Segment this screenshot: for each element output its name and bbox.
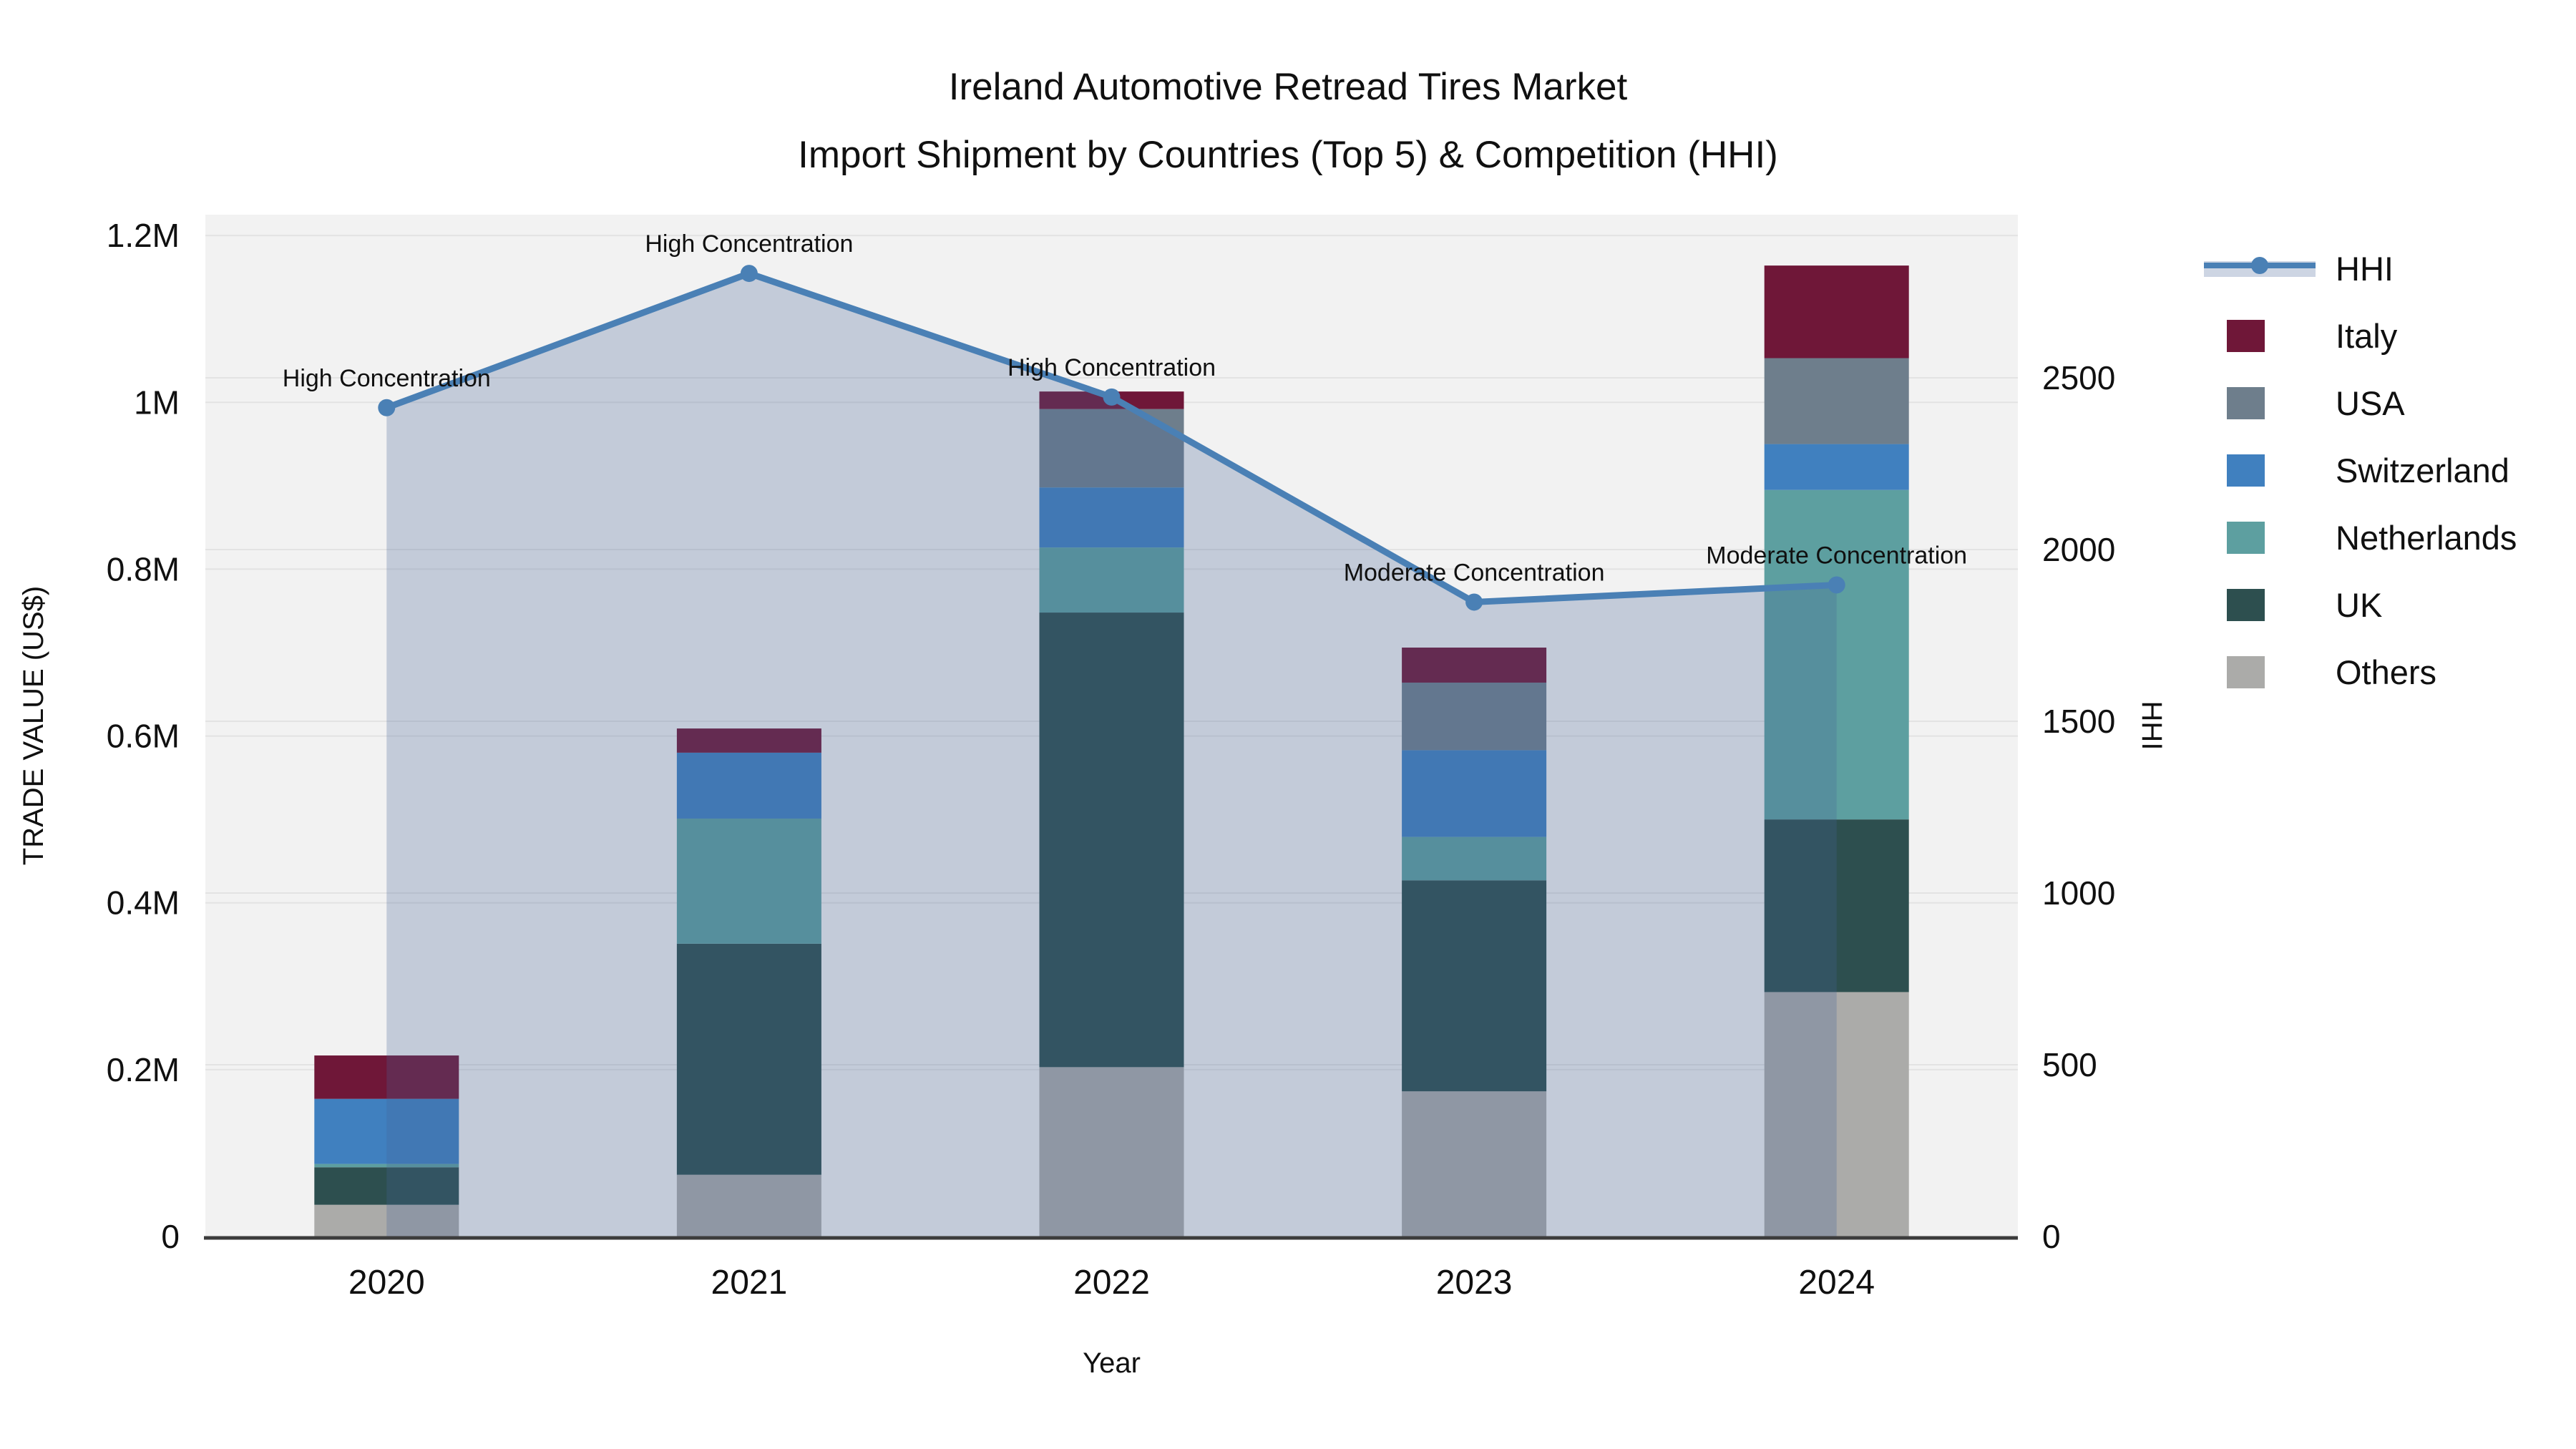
x-tick-2024: 2024 [1798,1264,1875,1302]
legend-item-hhi[interactable]: HHI [2202,235,2517,302]
bar-2021-Switzerland[interactable] [676,752,821,819]
bar-2023-Others[interactable] [1402,1091,1547,1236]
legend: HHI Italy USA Switzerland Netherlands UK Other… [2202,235,2517,706]
bar-2024-Netherlands[interactable] [1764,489,1909,820]
legend-swatch-icon-uk [2202,588,2336,621]
x-tick-2023: 2023 [1436,1264,1513,1302]
y-right-tick-2000: 2000 [2042,531,2115,568]
hhi-marker-2022[interactable] [1103,388,1121,406]
bar-2024-Switzerland[interactable] [1764,444,1909,490]
annotation-2022: High Concentration [1008,354,1216,381]
y-left-tick-0.6M: 0.6M [107,718,180,755]
x-axis-title: Year [1083,1347,1141,1379]
bar-2024-Others[interactable] [1764,992,1909,1236]
bar-2020-Switzerland[interactable] [314,1098,459,1164]
annotation-2024: Moderate Concentration [1706,542,1967,569]
chart-title: Ireland Automotive Retread Tires Market … [0,53,2576,189]
legend-swatch-uk [2227,588,2265,621]
y-left-tick-0.4M: 0.4M [107,884,180,922]
legend-swatch-netherlands [2227,521,2265,554]
hhi-marker-2020[interactable] [378,399,396,416]
y-right-tick-1500: 1500 [2042,703,2115,740]
x-tick-2022: 2022 [1073,1264,1150,1302]
bar-2023-Switzerland[interactable] [1402,750,1547,837]
chart-title-line2: Import Shipment by Countries (Top 5) & C… [798,134,1778,176]
legend-swatch-switzerland [2227,454,2265,487]
legend-swatch-icon-netherlands [2202,521,2336,554]
bar-2021-Others[interactable] [676,1174,821,1236]
legend-swatch-icon-italy [2202,319,2336,352]
hhi-marker-2024[interactable] [1828,576,1845,594]
bar-2021-Italy[interactable] [676,728,821,753]
legend-label-netherlands: Netherlands [2336,518,2517,557]
bar-2020-Italy[interactable] [314,1055,459,1099]
hhi-area-fill [386,273,1837,1237]
x-tick-2020: 2020 [348,1264,425,1302]
chart-title-line1: Ireland Automotive Retread Tires Market [948,66,1628,108]
bar-2020-Others[interactable] [314,1204,459,1236]
bar-2020-Netherlands[interactable] [314,1163,459,1168]
legend-label-others: Others [2336,653,2437,691]
legend-swatch-usa [2227,386,2265,419]
legend-label-italy: Italy [2336,316,2398,355]
hhi-marker-2023[interactable] [1465,593,1483,611]
legend-label-switzerland: Switzerland [2336,451,2509,489]
y-right-tick-2500: 2500 [2042,359,2115,396]
legend-swatch-others [2227,655,2265,688]
bar-2024-Italy[interactable] [1764,265,1909,358]
legend-swatch-icon-switzerland [2202,454,2336,487]
bar-2024-UK[interactable] [1764,819,1909,992]
y-left-tick-1.2M: 1.2M [107,217,180,254]
y-left-tick-0: 0 [161,1218,180,1255]
legend-label-hhi: HHI [2336,249,2394,288]
y-right-tick-1000: 1000 [2042,874,2115,912]
y-right-tick-500: 500 [2042,1046,2097,1083]
bar-2022-Switzerland[interactable] [1039,487,1184,548]
y-right-tick-0: 0 [2042,1218,2061,1255]
hhi-marker-2021[interactable] [740,265,758,283]
annotation-2023: Moderate Concentration [1344,559,1605,586]
x-tick-2021: 2021 [711,1264,788,1302]
y-left-axis-title: TRADE VALUE (US$) [18,586,49,865]
hhi-line-icon [2202,251,2336,286]
legend-swatch-icon-others [2202,655,2336,688]
y-right-axis-title: HHI [2136,701,2167,751]
bar-2023-Netherlands[interactable] [1402,836,1547,881]
legend-item-switzerland[interactable]: Switzerland [2202,436,2517,504]
bar-2023-Italy[interactable] [1402,648,1547,683]
legend-item-others[interactable]: Others [2202,638,2517,706]
bar-2021-UK[interactable] [676,943,821,1175]
bar-2021-Netherlands[interactable] [676,818,821,944]
bar-2022-Others[interactable] [1039,1067,1184,1236]
bar-2020-UK[interactable] [314,1167,459,1205]
annotation-2021: High Concentration [645,230,853,258]
legend-swatch-icon-usa [2202,386,2336,419]
y-left-tick-0.2M: 0.2M [107,1051,180,1088]
legend-label-usa: USA [2336,384,2405,422]
bar-2022-Netherlands[interactable] [1039,547,1184,613]
legend-swatch-italy [2227,319,2265,352]
y-left-tick-1M: 1M [134,384,180,421]
y-left-tick-0.8M: 0.8M [107,550,180,587]
legend-item-netherlands[interactable]: Netherlands [2202,504,2517,571]
legend-item-usa[interactable]: USA [2202,369,2517,436]
legend-item-uk[interactable]: UK [2202,571,2517,638]
bar-2022-UK[interactable] [1039,613,1184,1068]
bar-2023-USA[interactable] [1402,682,1547,751]
annotation-2020: High Concentration [283,365,491,392]
bar-2023-UK[interactable] [1402,880,1547,1092]
legend-label-uk: UK [2336,585,2383,624]
bar-2024-USA[interactable] [1764,358,1909,444]
legend-item-italy[interactable]: Italy [2202,302,2517,369]
